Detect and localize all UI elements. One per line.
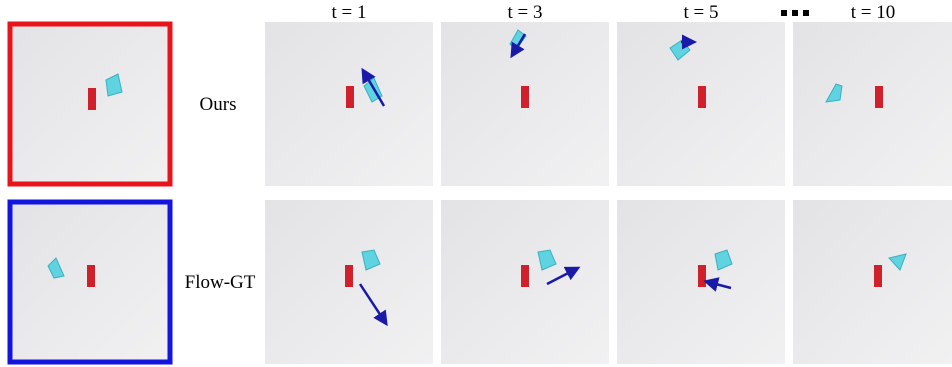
figure: t = 1 t = 3 t = 5 t = 10 Ours Flow-GT <box>0 0 952 367</box>
column-header: t = 1 <box>332 2 367 23</box>
red-block <box>698 86 706 108</box>
red-block <box>521 86 529 108</box>
row-label: Ours <box>200 94 237 115</box>
red-block <box>698 265 706 287</box>
red-block <box>521 265 529 287</box>
red-block <box>88 88 96 110</box>
red-block <box>875 86 883 108</box>
red-block <box>345 265 353 287</box>
red-block <box>874 265 882 287</box>
red-block <box>346 86 354 108</box>
frame-image <box>793 200 952 364</box>
column-header: t = 5 <box>684 2 719 23</box>
column-header: t = 3 <box>508 2 543 23</box>
column-header: t = 10 <box>851 2 896 23</box>
frame-image <box>793 22 952 186</box>
ellipsis <box>781 10 809 16</box>
red-block <box>87 265 95 287</box>
row-label: Flow-GT <box>185 272 256 293</box>
